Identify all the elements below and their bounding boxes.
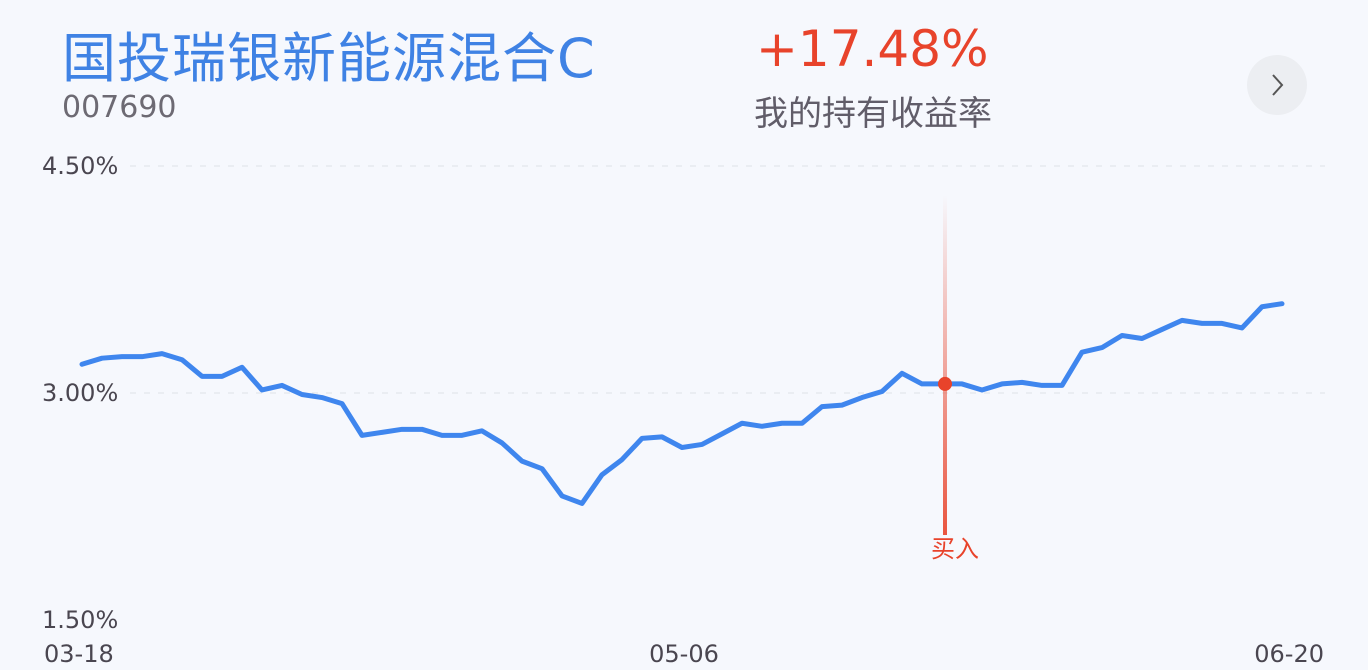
holding-return-label: 我的持有收益率 (754, 94, 992, 134)
details-button[interactable] (1247, 55, 1307, 115)
y-tick-label: 3.00% (42, 379, 118, 407)
x-tick-label: 05-06 (649, 640, 719, 668)
x-tick-label: 03-18 (44, 640, 114, 668)
fund-name: 国投瑞银新能源混合C (62, 27, 596, 90)
y-tick-label: 4.50% (42, 152, 118, 180)
buy-label: 买入 (931, 535, 979, 563)
fund-code: 007690 (62, 90, 177, 125)
chevron-right-icon (1272, 74, 1284, 96)
x-tick-label: 06-20 (1254, 640, 1324, 668)
holding-return: +17.48% (756, 20, 989, 78)
series-line (79, 301, 1285, 506)
buy-marker-line (943, 195, 947, 535)
y-tick-label: 1.50% (42, 606, 118, 634)
buy-point (938, 376, 952, 391)
